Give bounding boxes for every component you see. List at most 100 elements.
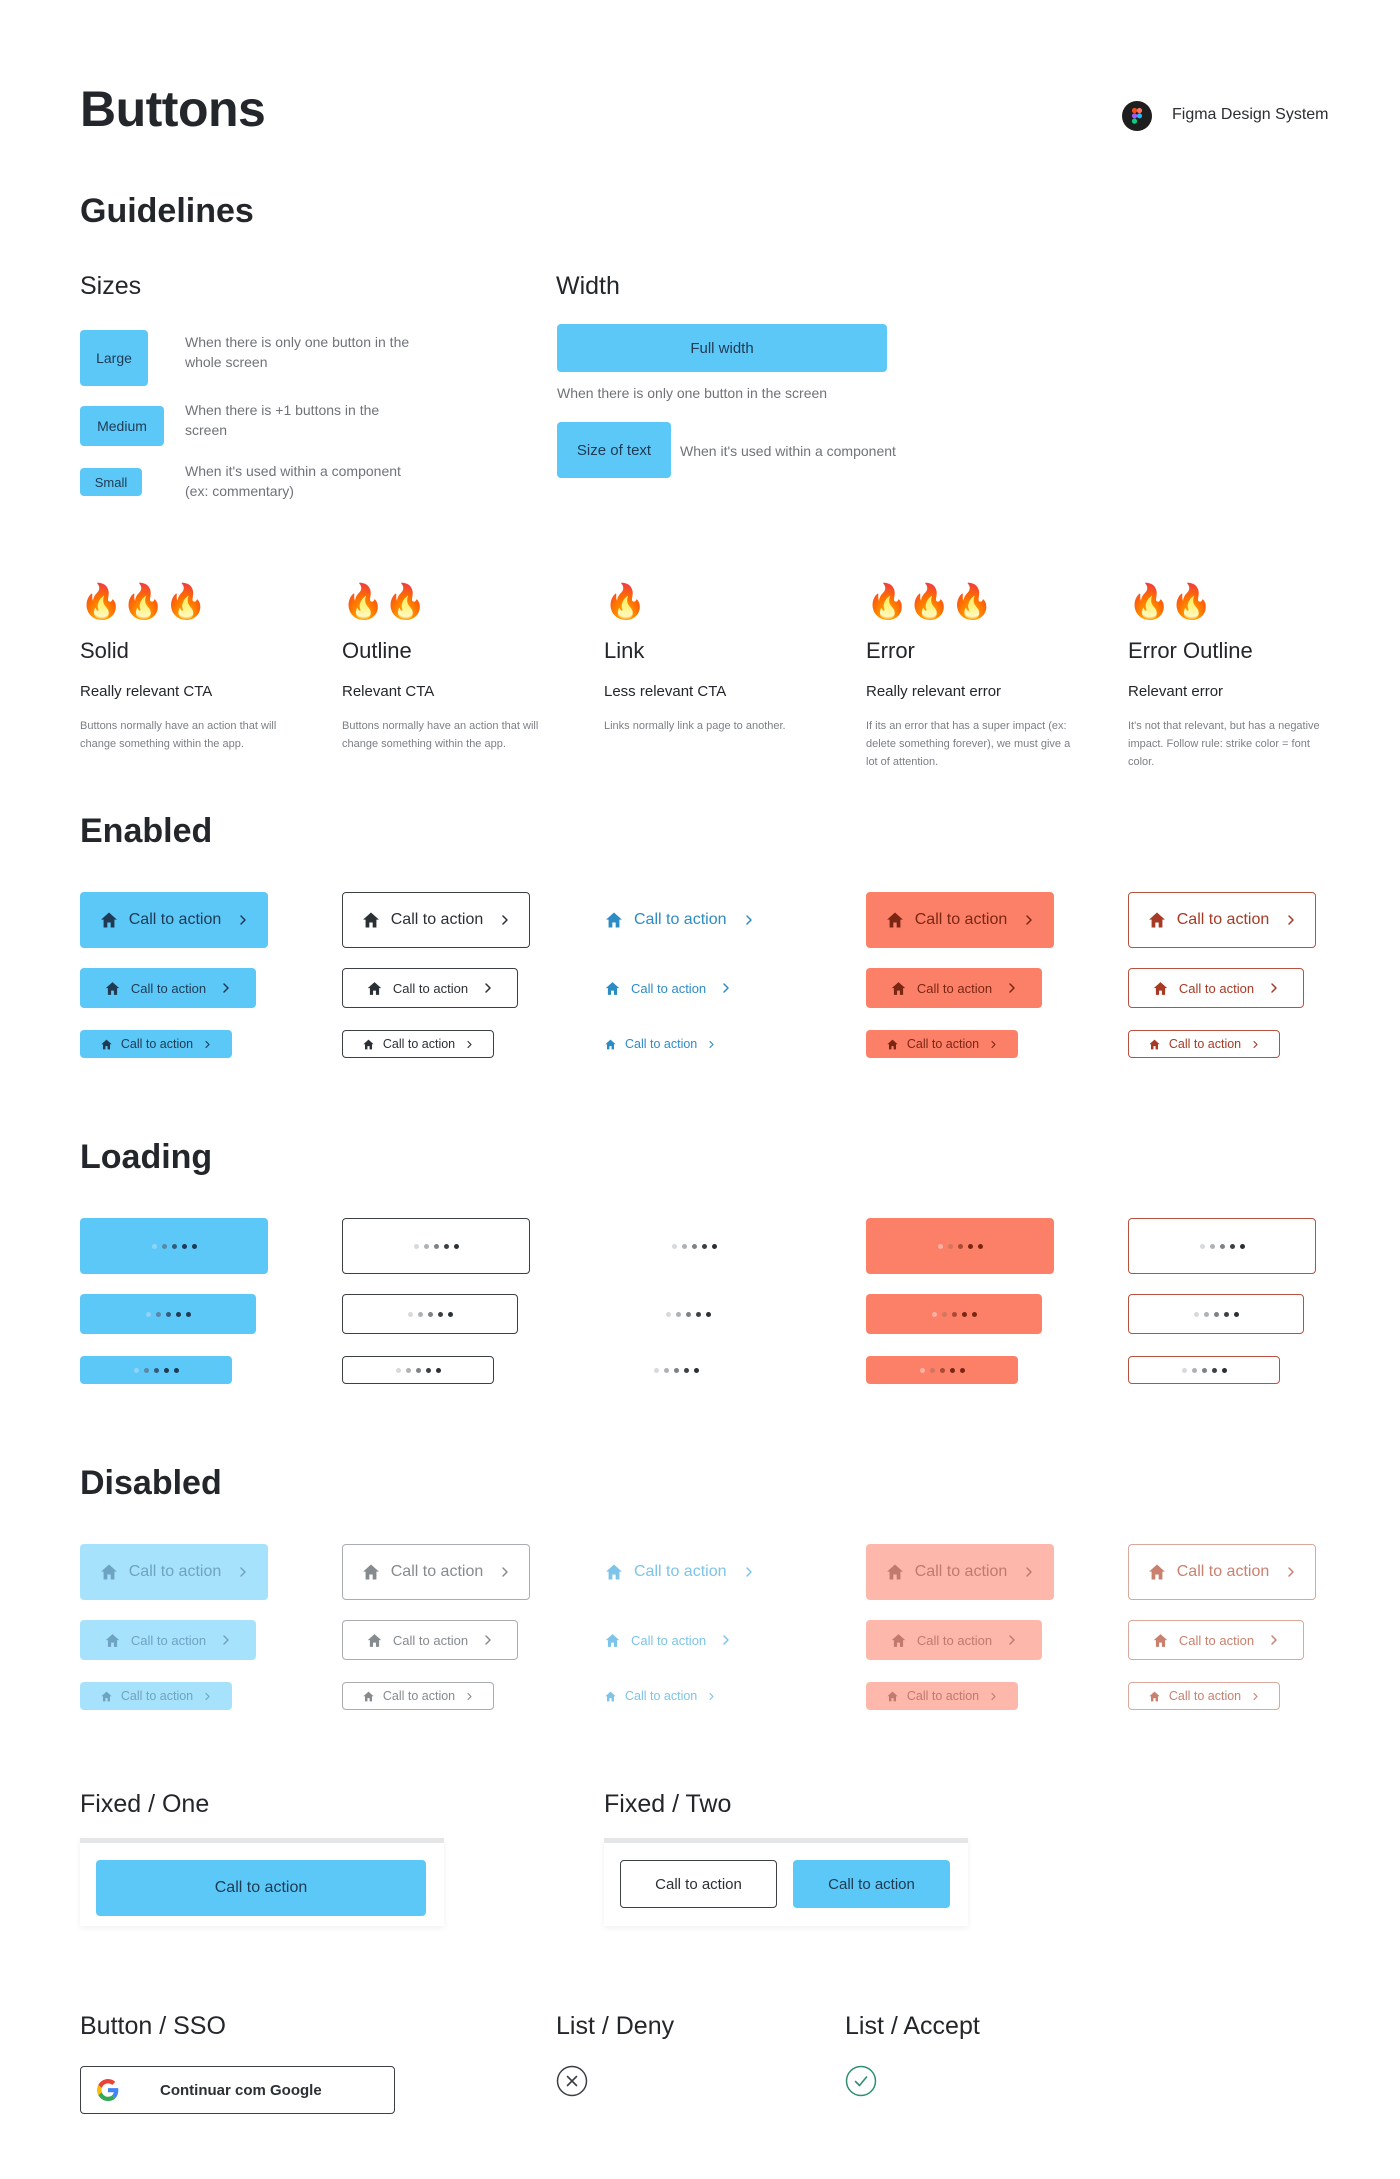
solid-small-enabled-button[interactable]: Call to action <box>80 1030 232 1058</box>
error-small-loading-button <box>866 1356 1018 1384</box>
fixed-two-primary-button[interactable]: Call to action <box>793 1860 950 1908</box>
size-medium-button[interactable]: Medium <box>80 406 164 446</box>
error-outline-medium-loading-button <box>1128 1294 1304 1334</box>
guidelines-title: Guidelines <box>80 192 254 230</box>
button-label: Call to action <box>120 1037 194 1051</box>
button-label: Call to action <box>634 911 727 928</box>
chevron-right-icon <box>707 1040 716 1049</box>
button-label: Call to action <box>1178 1632 1255 1648</box>
button-label: Call to action <box>916 1632 993 1648</box>
error-outline-large-loading-button <box>1128 1218 1316 1274</box>
error-outline-small-enabled-button[interactable]: Call to action <box>1128 1030 1280 1058</box>
size-small-button[interactable]: Small <box>80 468 142 496</box>
home-icon <box>1152 1632 1169 1649</box>
loading-dots-icon <box>151 1243 197 1249</box>
type-description: Buttons normally have an action that wil… <box>342 720 539 750</box>
error-large-loading-button <box>866 1218 1054 1274</box>
home-icon <box>1152 980 1169 997</box>
close-circle-icon[interactable] <box>556 2065 588 2097</box>
link-large-loading-button <box>604 1218 792 1274</box>
loading-dots-icon <box>413 1243 459 1249</box>
error-medium-enabled-button[interactable]: Call to action <box>866 968 1042 1008</box>
chevron-right-icon <box>220 982 232 994</box>
home-icon <box>361 910 381 930</box>
error-outline-medium-enabled-button[interactable]: Call to action <box>1128 968 1304 1008</box>
link-medium-enabled-button[interactable]: Call to action <box>604 968 780 1008</box>
fixed-one-button[interactable]: Call to action <box>96 1860 426 1916</box>
type-subtitle: Really relevant error <box>866 683 1002 700</box>
button-label: Call to action <box>906 1037 980 1051</box>
link-large-enabled-button[interactable]: Call to action <box>604 892 792 948</box>
home-icon <box>99 1562 119 1582</box>
error-outline-large-disabled-button: Call to action <box>1128 1544 1316 1600</box>
link-small-disabled-button: Call to action <box>604 1682 756 1710</box>
button-label: Call to action <box>625 1037 698 1051</box>
full-width-button[interactable]: Full width <box>557 324 887 372</box>
loading-dots-icon <box>1199 1243 1245 1249</box>
button-label: Call to action <box>392 1632 469 1648</box>
type-subtitle: Less relevant CTA <box>604 683 727 700</box>
error-small-disabled-button: Call to action <box>866 1682 1018 1710</box>
type-subtitle: Relevant CTA <box>342 683 435 700</box>
error-outline-small-disabled-button: Call to action <box>1128 1682 1280 1710</box>
home-icon <box>890 980 907 997</box>
home-icon <box>1147 1562 1167 1582</box>
home-icon <box>100 1690 113 1703</box>
outline-small-disabled-button: Call to action <box>342 1682 494 1710</box>
chevron-right-icon <box>220 1634 232 1646</box>
loading-dots-icon <box>1193 1311 1239 1317</box>
check-circle-icon[interactable] <box>845 2065 877 2097</box>
outline-medium-disabled-button: Call to action <box>342 1620 518 1660</box>
solid-large-enabled-button[interactable]: Call to action <box>80 892 268 948</box>
type-name: Error <box>866 638 915 663</box>
home-icon <box>366 1632 383 1649</box>
type-name: Solid <box>80 638 129 663</box>
button-label: Call to action <box>625 1689 698 1703</box>
outline-medium-enabled-button[interactable]: Call to action <box>342 968 518 1008</box>
loading-title: Loading <box>80 1138 213 1176</box>
home-icon <box>1148 1690 1161 1703</box>
error-medium-loading-button <box>866 1294 1042 1334</box>
solid-large-loading-button <box>80 1218 268 1274</box>
chevron-right-icon <box>720 1634 732 1646</box>
outline-large-disabled-button: Call to action <box>342 1544 530 1600</box>
chevron-right-icon <box>499 914 511 926</box>
type-subtitle: Relevant error <box>1128 683 1224 700</box>
button-label: Call to action <box>130 980 207 996</box>
error-medium-disabled-button: Call to action <box>866 1620 1042 1660</box>
chevron-right-icon <box>1023 914 1035 926</box>
error-small-enabled-button[interactable]: Call to action <box>866 1030 1018 1058</box>
solid-medium-enabled-button[interactable]: Call to action <box>80 968 256 1008</box>
home-icon <box>1148 1038 1161 1051</box>
size-of-text-button[interactable]: Size of text <box>557 422 671 478</box>
type-description: Links normally link a page to another. <box>604 720 786 732</box>
page-title: Buttons <box>80 81 266 137</box>
chevron-right-icon <box>482 1634 494 1646</box>
loading-dots-icon <box>931 1311 977 1317</box>
link-medium-loading-button <box>604 1294 780 1334</box>
home-icon <box>100 1038 113 1051</box>
error-outline-large-enabled-button[interactable]: Call to action <box>1128 892 1316 948</box>
google-sso-button[interactable]: Continuar com Google <box>80 2066 395 2114</box>
outline-small-enabled-button[interactable]: Call to action <box>342 1030 494 1058</box>
button-label: Call to action <box>382 1037 456 1051</box>
size-medium-desc: When there is +1 buttons in the screen <box>185 402 380 438</box>
chevron-right-icon <box>237 1566 249 1578</box>
button-label: Call to action <box>120 1689 194 1703</box>
error-large-enabled-button[interactable]: Call to action <box>866 892 1054 948</box>
button-label: Call to action <box>1168 1689 1242 1703</box>
size-large-button[interactable]: Large <box>80 330 148 386</box>
outline-large-enabled-button[interactable]: Call to action <box>342 892 530 948</box>
chevron-right-icon <box>1023 1566 1035 1578</box>
fixed-two-secondary-button[interactable]: Call to action <box>620 1860 777 1908</box>
loading-dots-icon <box>919 1367 965 1373</box>
button-label: Call to action <box>1168 1037 1242 1051</box>
chevron-right-icon <box>743 1566 755 1578</box>
home-icon <box>99 910 119 930</box>
home-icon <box>366 980 383 997</box>
list-deny-title: List / Deny <box>556 2012 675 2040</box>
home-icon <box>604 1632 621 1649</box>
link-small-enabled-button[interactable]: Call to action <box>604 1030 756 1058</box>
button-label: Call to action <box>130 1632 207 1648</box>
fire-emoji-rating: 🔥🔥 <box>342 583 427 621</box>
